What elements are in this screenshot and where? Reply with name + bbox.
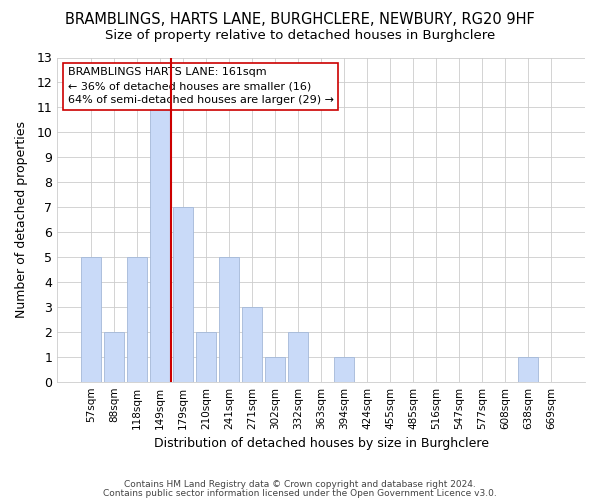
Bar (518, 356, 538, 382)
Bar (127, 257, 146, 382)
Bar (150, 108, 170, 382)
Bar (288, 332, 308, 382)
Text: BRAMBLINGS, HARTS LANE, BURGHCLERE, NEWBURY, RG20 9HF: BRAMBLINGS, HARTS LANE, BURGHCLERE, NEWB… (65, 12, 535, 28)
Text: BRAMBLINGS HARTS LANE: 161sqm
← 36% of detached houses are smaller (16)
64% of s: BRAMBLINGS HARTS LANE: 161sqm ← 36% of d… (68, 67, 334, 105)
X-axis label: Distribution of detached houses by size in Burghclere: Distribution of detached houses by size … (154, 437, 488, 450)
Text: Contains HM Land Registry data © Crown copyright and database right 2024.: Contains HM Land Registry data © Crown c… (124, 480, 476, 489)
Bar (104, 332, 124, 382)
Bar (196, 332, 216, 382)
Bar (334, 356, 354, 382)
Y-axis label: Number of detached properties: Number of detached properties (15, 121, 28, 318)
Bar (242, 307, 262, 382)
Bar (219, 257, 239, 382)
Bar (81, 257, 101, 382)
Text: Contains public sector information licensed under the Open Government Licence v3: Contains public sector information licen… (103, 488, 497, 498)
Text: Size of property relative to detached houses in Burghclere: Size of property relative to detached ho… (105, 29, 495, 42)
Bar (173, 207, 193, 382)
Bar (265, 356, 285, 382)
